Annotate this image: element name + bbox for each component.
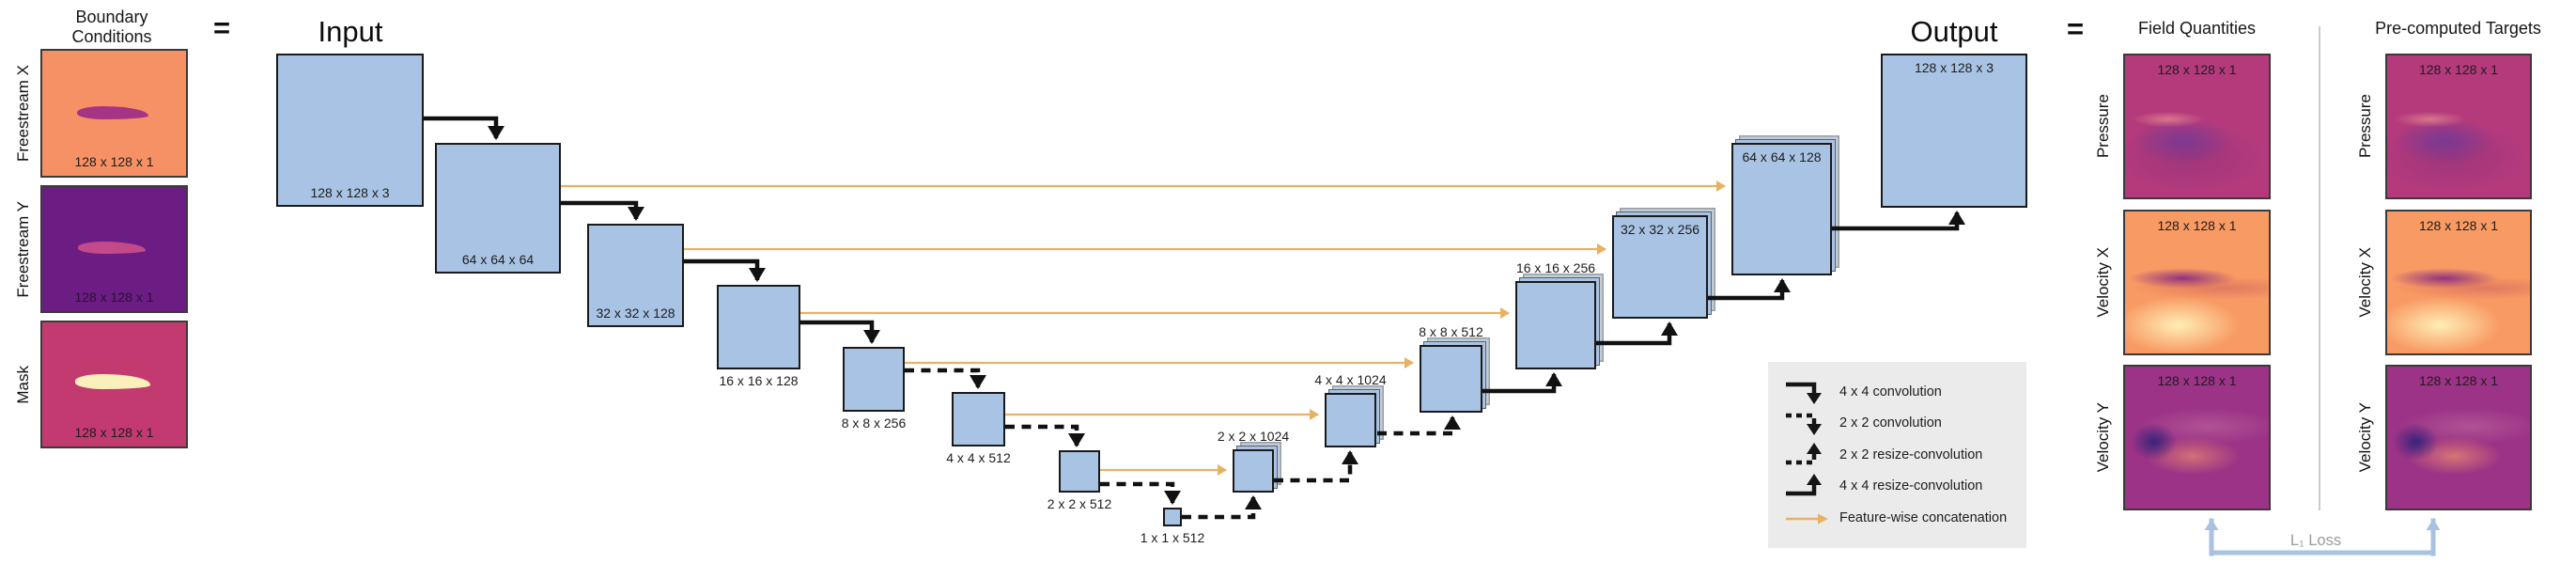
unet-block-dec-64: 64 x 64 x 128: [1731, 143, 1832, 275]
image-dim-label: 128 x 128 x 1: [2418, 62, 2499, 77]
conv-4x4-arrow: [561, 200, 644, 221]
conv-2x2-arrow-icon: [1786, 414, 1822, 436]
unet-block-input-128: 128 x 128 x 3: [276, 54, 424, 207]
conv-4x4-arrow: [800, 320, 880, 344]
block-dim-label: 16 x 16 x 256: [1515, 260, 1596, 275]
image-dim-label: 128 x 128 x 1: [2157, 373, 2237, 388]
unet-block-enc-2: 2 x 2 x 512: [1047, 450, 1111, 511]
image-dim-label: 128 x 128 x 1: [2157, 218, 2237, 233]
legend-row: Feature-wise concatenation: [1783, 502, 2026, 534]
resize-conv-2x2-arrow: [1274, 450, 1358, 483]
resize-conv-2x2-arrow: [1182, 495, 1262, 520]
target-velocity-x-label: Velocity X: [2356, 247, 2374, 318]
unet-block-output-128: 128 x 128 x 3: [1881, 54, 2027, 208]
block-dim-label: 64 x 64 x 64: [461, 252, 535, 267]
block-dim-label: 1 x 1 x 512: [1140, 530, 1205, 545]
field-velocity-y-label: Velocity Y: [2094, 402, 2112, 473]
field-quantities-title: Field Quantities: [2137, 19, 2257, 38]
resize-conv-2x2-arrow: [1377, 415, 1461, 436]
mask-label: Mask: [14, 365, 32, 404]
target-velocity-x-image: 128 x 128 x 1: [2385, 210, 2532, 355]
field-velocity-y-image: 128 x 128 x 1: [2123, 365, 2271, 510]
target-velocity-y-label: Velocity Y: [2356, 402, 2374, 473]
resize-conv-4x4-arrow: [1596, 321, 1678, 346]
target-pressure-label: Pressure: [2356, 94, 2374, 159]
legend-row: 4 x 4 convolution: [1783, 376, 2026, 408]
l1-loss-label: L₁ Loss: [2289, 532, 2342, 549]
column-divider: [2319, 26, 2320, 510]
block-dim-label: 2 x 2 x 512: [1047, 496, 1112, 511]
concatenation-arrow-icon: [1786, 513, 1828, 525]
input-title: Input: [318, 15, 383, 48]
legend-label: Feature-wise concatenation: [1839, 509, 2008, 525]
freestream-x-image: 128 x 128 x 1: [40, 49, 188, 178]
unet-block-dec-4: 4 x 4 x 1024: [1314, 372, 1387, 447]
image-dim-label: 128 x 128 x 1: [2157, 62, 2237, 77]
block-dim-label: 16 x 16 x 128: [719, 373, 799, 388]
target-pressure-image: 128 x 128 x 1: [2385, 54, 2532, 199]
legend-label: 4 x 4 resize-convolution: [1839, 478, 1983, 494]
block-dim-label: 4 x 4 x 512: [946, 450, 1011, 465]
block-dim-label: 32 x 32 x 128: [596, 306, 675, 321]
output-title: Output: [1910, 15, 1998, 48]
unet-block-dec-2: 2 x 2 x 1024: [1218, 429, 1289, 493]
field-velocity-x-label: Velocity X: [2094, 247, 2112, 318]
boundary-conditions-title: Boundary Conditions: [71, 8, 152, 46]
resize-conv-4x4-arrow: [1708, 278, 1791, 301]
unet-block-enc-16: 16 x 16 x 128: [717, 285, 800, 388]
block-dim-label: 128 x 128 x 3: [1914, 60, 1994, 75]
legend: 4 x 4 convolution 2 x 2 convolution 2 x …: [1768, 362, 2026, 548]
freestream-y-label: Freestream Y: [14, 200, 32, 298]
block-dim-label: 4 x 4 x 1024: [1314, 372, 1387, 387]
conv-4x4-arrow: [684, 258, 766, 282]
precomputed-targets-title: Pre-computed Targets: [2375, 19, 2541, 38]
block-dim-label: 2 x 2 x 1024: [1217, 429, 1290, 444]
image-dim-label: 128 x 128 x 1: [2418, 373, 2499, 388]
legend-label: 4 x 4 convolution: [1839, 384, 1942, 400]
resize-conv-4x4-arrow-icon: [1786, 474, 1822, 496]
airfoil-shape: [75, 374, 150, 390]
block-dim-label: 32 x 32 x 256: [1620, 222, 1700, 237]
airfoil-shape: [78, 242, 147, 255]
field-velocity-x-image: 128 x 128 x 1: [2123, 210, 2271, 355]
mask-image: 128 x 128 x 1: [40, 321, 188, 448]
image-dim-label: 128 x 128 x 1: [2418, 218, 2499, 233]
legend-label: 2 x 2 resize-convolution: [1839, 446, 1983, 462]
block-dim-label: 128 x 128 x 3: [310, 185, 390, 200]
legend-row: 2 x 2 convolution: [1783, 408, 2026, 440]
field-pressure-image: 128 x 128 x 1: [2123, 54, 2271, 199]
resize-conv-4x4-arrow: [1832, 211, 1965, 231]
equals-sign-right: =: [2067, 12, 2085, 45]
image-dim-label: 128 x 128 x 1: [74, 154, 154, 169]
freestream-x-label: Freestream X: [14, 65, 32, 162]
block-dim-label: 8 x 8 x 512: [1419, 324, 1483, 339]
conv-4x4-arrow-icon: [1786, 382, 1822, 404]
field-pressure-label: Pressure: [2094, 94, 2112, 159]
image-dim-label: 128 x 128 x 1: [74, 290, 154, 305]
unet-block-bottleneck-1: 1 x 1 x 512: [1141, 508, 1204, 545]
airfoil-shape: [76, 105, 149, 120]
legend-row: 2 x 2 resize-convolution: [1783, 439, 2026, 471]
block-dim-label: 64 x 64 x 128: [1742, 149, 1822, 164]
legend-row: 4 x 4 resize-convolution: [1783, 471, 2026, 503]
equals-sign-left: =: [213, 11, 231, 44]
legend-label: 2 x 2 convolution: [1839, 415, 1942, 431]
conv-2x2-arrow: [905, 368, 986, 389]
unet-block-dec-8: 8 x 8 x 512: [1419, 324, 1483, 413]
image-dim-label: 128 x 128 x 1: [74, 425, 154, 440]
unet-block-enc-32: 32 x 32 x 128: [587, 224, 684, 327]
block-dim-label: 8 x 8 x 256: [841, 415, 907, 431]
target-velocity-y-image: 128 x 128 x 1: [2385, 365, 2532, 510]
unet-block-enc-4: 4 x 4 x 512: [946, 392, 1011, 465]
conv-4x4-arrow: [424, 116, 504, 140]
unet-block-dec-16: 16 x 16 x 256: [1515, 260, 1596, 369]
unet-block-enc-64: 64 x 64 x 64: [435, 143, 561, 274]
resize-conv-2x2-arrow-icon: [1786, 442, 1822, 464]
freestream-y-image: 128 x 128 x 1: [40, 185, 188, 313]
unet-block-dec-32: 32 x 32 x 256: [1612, 215, 1708, 319]
resize-conv-4x4-arrow: [1482, 372, 1562, 394]
unet-block-enc-8: 8 x 8 x 256: [842, 347, 906, 431]
conv-2x2-arrow: [1005, 424, 1085, 447]
